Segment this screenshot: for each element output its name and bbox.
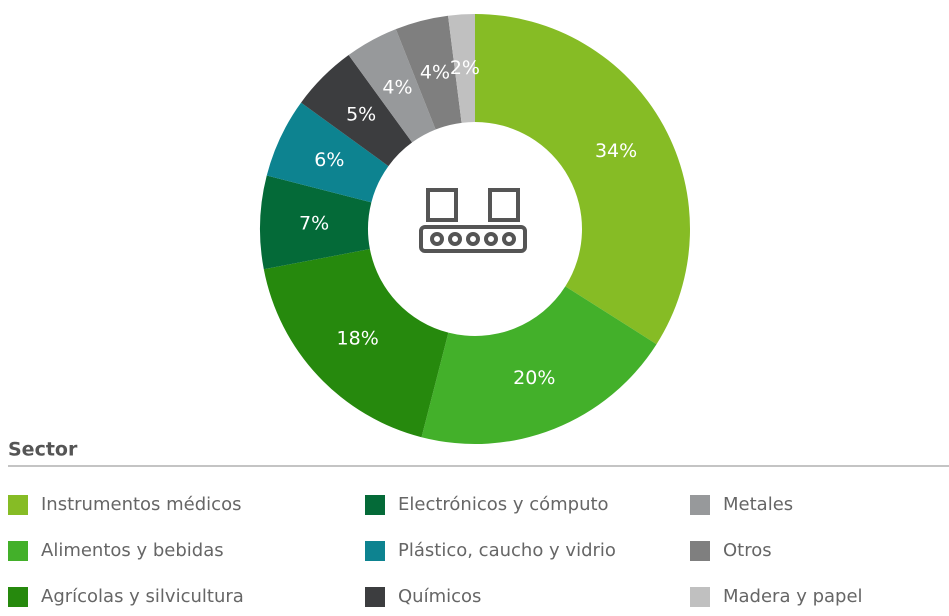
slice-label: 4%	[420, 62, 450, 84]
legend-label: Otros	[723, 540, 772, 561]
slice	[448, 14, 475, 123]
legend-title: Sector	[8, 439, 78, 461]
legend-label: Agrícolas y silvicultura	[41, 586, 244, 607]
slice	[348, 29, 436, 143]
legend-label: Instrumentos médicos	[41, 494, 241, 515]
legend-swatch	[690, 495, 710, 515]
legend-label: Madera y papel	[723, 586, 863, 607]
slice-label: 4%	[382, 76, 412, 98]
legend-swatch	[8, 495, 28, 515]
slice-label: 7%	[299, 212, 329, 234]
legend-label: Plástico, caucho y vidrio	[398, 540, 616, 561]
legend-swatch	[690, 541, 710, 561]
slice	[263, 249, 449, 438]
slice-label: 5%	[346, 104, 376, 126]
legend-swatch	[365, 495, 385, 515]
legend-swatch	[365, 541, 385, 561]
slice	[421, 286, 657, 444]
legend-label: Metales	[723, 494, 793, 515]
legend-label: Electrónicos y cómputo	[398, 494, 609, 515]
legend-label: Alimentos y bebidas	[41, 540, 224, 561]
slice-label: 2%	[450, 57, 480, 79]
slice	[301, 55, 413, 167]
slice	[266, 102, 389, 203]
slice-label: 20%	[513, 367, 555, 389]
slice-label: 6%	[314, 149, 344, 171]
legend-swatch	[8, 587, 28, 607]
legend-swatch	[690, 587, 710, 607]
legend-label: Químicos	[398, 586, 481, 607]
legend-swatch	[8, 541, 28, 561]
center-icon	[419, 188, 527, 253]
slice	[260, 175, 372, 270]
slice-label: 18%	[337, 328, 379, 350]
legend-swatch	[365, 587, 385, 607]
slice	[475, 14, 690, 345]
slice	[395, 15, 462, 130]
slice-label: 34%	[595, 140, 637, 162]
